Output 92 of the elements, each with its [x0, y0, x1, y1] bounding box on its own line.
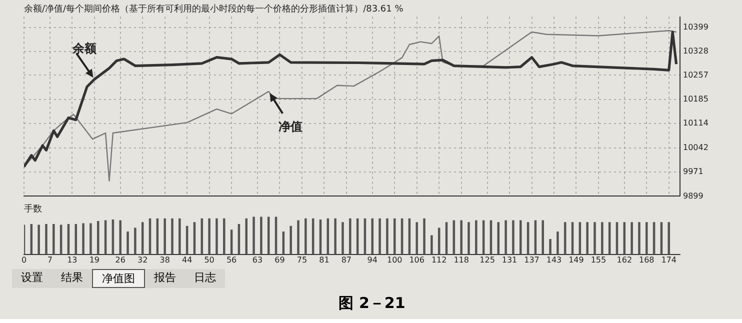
x-tick-label: 155 [590, 255, 606, 264]
x-tick-label: 112 [431, 255, 447, 264]
bar [423, 218, 426, 254]
bar [475, 220, 478, 254]
legend-label: 净值 [278, 120, 303, 134]
x-tick-label: 118 [454, 255, 469, 264]
bar [178, 218, 181, 254]
x-tick-label: 168 [639, 255, 654, 264]
bar [82, 223, 84, 254]
x-tick-label: 87 [341, 255, 352, 264]
bar [304, 218, 307, 254]
x-tick-label: 94 [367, 255, 378, 264]
x-tick-label: 13 [67, 255, 78, 264]
bar [119, 220, 122, 254]
bar [638, 222, 640, 254]
bar [216, 218, 218, 254]
bar [90, 223, 92, 254]
bar [38, 224, 40, 254]
x-tick-label: 69 [274, 255, 285, 264]
bar [342, 222, 344, 254]
y-tick-label: 9971 [683, 166, 704, 176]
bar [586, 222, 588, 254]
bar [334, 218, 336, 254]
x-tick-label: 32 [138, 255, 148, 264]
y-tick-label: 10328 [683, 46, 708, 56]
bar [549, 239, 552, 254]
x-tick-label: 7 [47, 255, 52, 264]
x-tick-label: 0 [21, 255, 27, 264]
y-tick-label: 10185 [683, 94, 708, 104]
bar [594, 222, 596, 254]
bar [378, 218, 381, 254]
y-tick-label: 10257 [683, 70, 708, 80]
x-tick-label: 56 [226, 255, 237, 264]
x-tick-label: 63 [252, 255, 263, 264]
bar [96, 220, 100, 254]
x-tick-label: 100 [386, 255, 402, 264]
x-tick-label: 38 [160, 255, 170, 264]
y-tick-label: 10042 [683, 142, 708, 152]
bar [223, 218, 226, 254]
y-tick-label: 9899 [683, 191, 704, 200]
x-tick-label: 26 [115, 255, 126, 264]
bar [430, 235, 433, 254]
caption: 图 2－21 [338, 294, 406, 313]
bar [520, 220, 522, 254]
bar [245, 218, 248, 254]
text: 设置 [12, 269, 52, 288]
bar [171, 218, 174, 254]
text: 净值图 [92, 269, 145, 288]
chart-title: 手数 [24, 204, 42, 215]
bar [297, 220, 300, 254]
bar [556, 232, 559, 254]
bar [504, 220, 507, 254]
bar [416, 222, 418, 254]
x-tick-label: 19 [89, 255, 100, 264]
x-tick-label: 131 [502, 255, 518, 264]
bar [512, 220, 514, 254]
bar [468, 222, 470, 254]
bar [164, 218, 166, 254]
y-tick-label: 10399 [683, 22, 708, 32]
y-tick-label: 10114 [683, 118, 708, 128]
bar [542, 220, 544, 254]
bar [630, 222, 633, 254]
x-tick-label: 174 [661, 255, 677, 264]
bar [134, 228, 136, 254]
x-tick-label: 125 [480, 255, 495, 264]
bar [208, 218, 210, 254]
bar [460, 220, 462, 254]
x-tick-label: 143 [546, 255, 562, 264]
text: 结果 [52, 269, 92, 288]
x-tick-label: 149 [568, 255, 584, 264]
x-tick-label: 106 [409, 255, 424, 264]
bar [126, 232, 129, 254]
x-tick-label: 137 [524, 255, 540, 264]
bar [45, 224, 48, 254]
x-tick-label: 50 [204, 255, 214, 264]
x-tick-label: 81 [319, 255, 330, 264]
chart-title: 余额/净值/每个期间价格（基于所有可利用的最小时段的每一个价格的分形插值计算）/83.61 % [24, 4, 404, 15]
x-tick-label: 75 [296, 255, 308, 264]
bar [349, 218, 352, 254]
bar [290, 226, 292, 254]
bar [52, 224, 55, 254]
text: 报告 [145, 269, 185, 288]
bar [601, 222, 604, 254]
bar [386, 218, 388, 254]
bar [252, 216, 255, 254]
series-label: 余额 [71, 41, 98, 56]
bar [646, 222, 648, 254]
text: 日志 [185, 269, 225, 288]
x-tick-label: 44 [182, 255, 192, 264]
bar [393, 218, 396, 254]
bar [260, 216, 262, 254]
x-tick-label: 162 [616, 255, 632, 264]
